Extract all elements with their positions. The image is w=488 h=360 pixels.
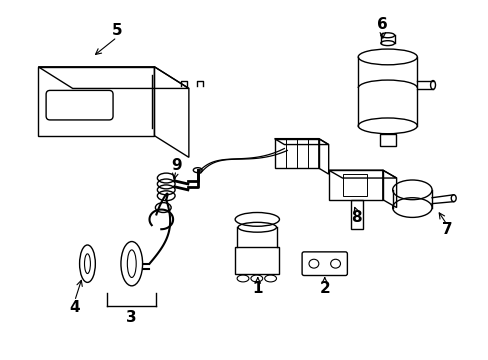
- Text: 1: 1: [252, 281, 263, 296]
- Text: 9: 9: [170, 158, 181, 173]
- Text: 5: 5: [111, 23, 122, 38]
- Text: 2: 2: [319, 281, 329, 296]
- Text: 8: 8: [350, 210, 361, 225]
- Text: 7: 7: [441, 222, 451, 237]
- Text: 6: 6: [377, 17, 387, 32]
- Text: 3: 3: [126, 310, 137, 325]
- Text: 4: 4: [69, 301, 80, 315]
